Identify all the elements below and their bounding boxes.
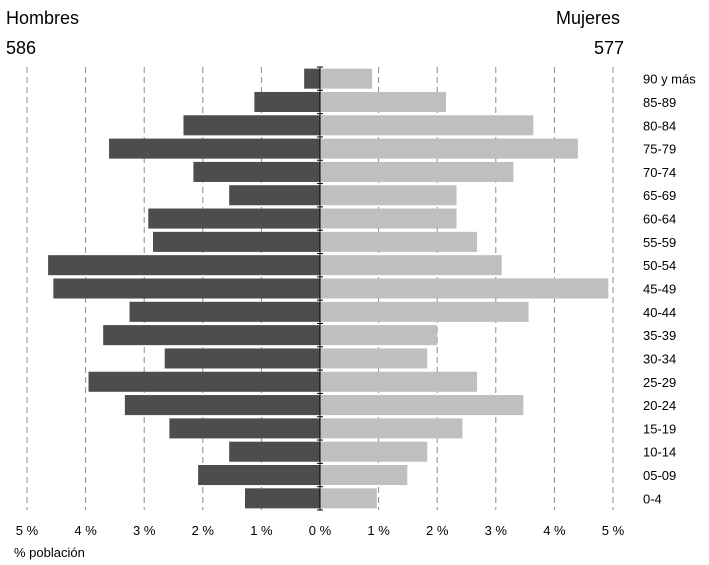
category-label: 55-59 <box>643 235 676 250</box>
bar-men-0 <box>304 68 320 89</box>
bar-men-8 <box>48 255 320 276</box>
category-label: 20-24 <box>643 398 676 413</box>
bar-women-15 <box>320 418 463 439</box>
bar-women-8 <box>320 255 502 276</box>
bar-men-10 <box>129 301 320 322</box>
bar-men-9 <box>53 278 321 299</box>
bar-men-12 <box>164 348 320 369</box>
bar-women-2 <box>320 115 534 136</box>
bar-men-11 <box>103 325 321 346</box>
category-label: 05-09 <box>643 468 676 483</box>
bar-men-5 <box>229 185 320 206</box>
category-label: 80-84 <box>643 118 676 133</box>
bar-men-1 <box>254 91 320 112</box>
x-tick-label: 0 % <box>309 523 332 538</box>
bar-men-6 <box>148 208 320 229</box>
category-label: 70-74 <box>643 165 676 180</box>
category-label: 45-49 <box>643 282 676 297</box>
x-axis-label: % población <box>14 545 85 560</box>
bar-women-11 <box>320 325 438 346</box>
bar-women-7 <box>320 231 478 252</box>
bar-women-0 <box>320 68 373 89</box>
x-tick-label: 5 % <box>602 523 625 538</box>
category-label: 50-54 <box>643 258 676 273</box>
bar-men-16 <box>229 441 320 462</box>
category-label: 35-39 <box>643 328 676 343</box>
bar-women-14 <box>320 395 524 416</box>
x-tick-label: 1 % <box>250 523 273 538</box>
bar-men-14 <box>124 395 320 416</box>
women-label: Mujeres <box>556 8 621 28</box>
x-tick-label: 4 % <box>543 523 566 538</box>
category-label: 25-29 <box>643 375 676 390</box>
category-label: 75-79 <box>643 142 676 157</box>
bar-women-13 <box>320 371 478 392</box>
bar-women-10 <box>320 301 529 322</box>
bar-men-18 <box>244 488 320 509</box>
x-tick-label: 2 % <box>192 523 215 538</box>
x-tick-label: 2 % <box>426 523 449 538</box>
women-total: 577 <box>594 38 625 58</box>
bar-women-12 <box>320 348 428 369</box>
bar-women-6 <box>320 208 457 229</box>
bar-women-9 <box>320 278 609 299</box>
bar-women-18 <box>320 488 377 509</box>
category-label: 60-64 <box>643 212 676 227</box>
x-tick-label: 1 % <box>367 523 390 538</box>
x-tick-label: 5 % <box>16 523 39 538</box>
men-total: 586 <box>6 38 37 58</box>
category-label: 65-69 <box>643 188 676 203</box>
men-label: Hombres <box>6 8 80 28</box>
x-tick-label: 4 % <box>74 523 97 538</box>
category-label: 10-14 <box>643 445 676 460</box>
bar-men-3 <box>109 138 320 159</box>
category-label: 30-34 <box>643 351 676 366</box>
bar-men-2 <box>183 115 320 136</box>
category-label: 85-89 <box>643 95 676 110</box>
category-label: 90 y más <box>643 72 696 87</box>
bar-women-16 <box>320 441 428 462</box>
bar-women-1 <box>320 91 446 112</box>
bar-women-5 <box>320 185 457 206</box>
category-label: 15-19 <box>643 421 676 436</box>
bar-women-4 <box>320 161 514 182</box>
category-label: 40-44 <box>643 305 676 320</box>
category-label: 0-4 <box>643 491 662 506</box>
bar-men-4 <box>193 161 320 182</box>
bar-men-15 <box>169 418 320 439</box>
bar-men-17 <box>198 465 320 486</box>
x-tick-label: 3 % <box>133 523 156 538</box>
bar-men-13 <box>88 371 320 392</box>
bar-women-17 <box>320 465 408 486</box>
x-tick-label: 3 % <box>485 523 508 538</box>
bar-men-7 <box>152 231 320 252</box>
bar-women-3 <box>320 138 578 159</box>
